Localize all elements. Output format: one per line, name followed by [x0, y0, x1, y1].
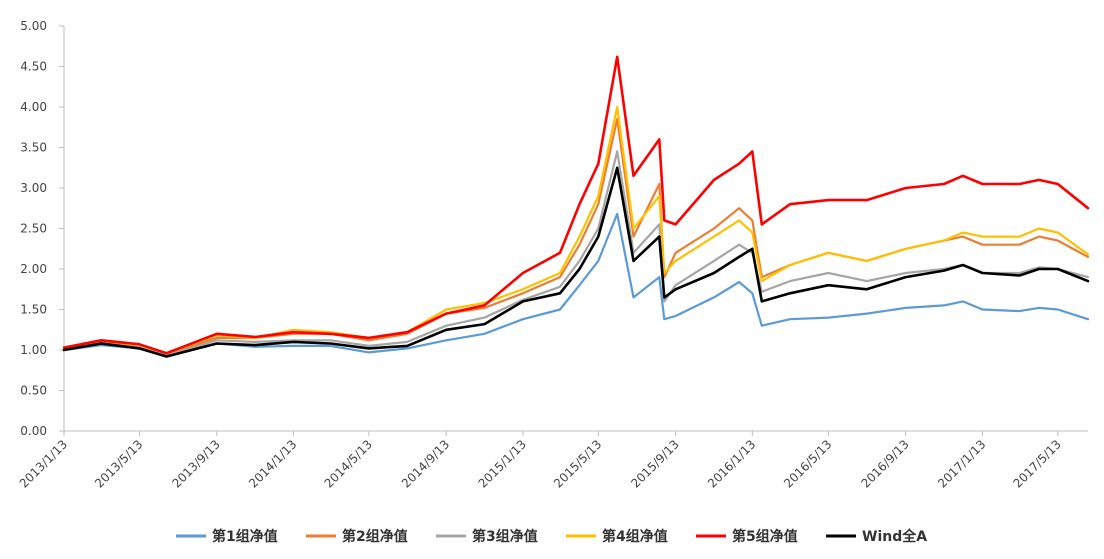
x-tick-label: 2015/9/13	[628, 437, 681, 490]
x-tick-label: 2015/1/13	[476, 437, 529, 490]
y-tick-label: 1.00	[20, 343, 47, 357]
y-tick-label: 4.00	[20, 100, 47, 114]
x-tick-label: 2016/9/13	[858, 437, 911, 490]
series-line-2	[62, 117, 1090, 356]
y-tick-label: 3.00	[20, 181, 47, 195]
series-layer	[62, 55, 1090, 358]
legend-item-4: 第4组净值	[566, 528, 668, 545]
x-tick-label: 2013/9/13	[169, 437, 222, 490]
legend-label: 第4组净值	[602, 528, 668, 545]
y-tick-label: 0.50	[20, 384, 47, 398]
series-line-4	[62, 105, 1090, 355]
x-tick-label: 2014/9/13	[399, 437, 452, 490]
legend-label: 第2组净值	[342, 528, 408, 545]
legend-label: 第5组净值	[732, 528, 798, 545]
x-tick-label: 2016/1/13	[705, 437, 758, 490]
x-tick-label: 2017/5/13	[1011, 437, 1064, 490]
legend-item-5: 第5组净值	[696, 528, 798, 545]
legend-item-3: 第3组净值	[436, 528, 538, 545]
series-line-3	[62, 150, 1090, 357]
y-tick-label: 5.00	[20, 19, 47, 33]
y-tick-label: 4.50	[20, 60, 47, 74]
y-tick-label: 1.50	[20, 303, 47, 317]
axes-layer: 0.00 0.50 1.00 1.50 2.00 2.50 3.00 3.50 4.00 4.50…	[17, 19, 1088, 491]
x-tick-label: 2013/1/13	[17, 437, 70, 490]
legend-item-2: 第2组净值	[306, 528, 408, 545]
legend: 第1组净值 第2组净值 第3组净值 第4组净值 第5组净值 Wind全A	[176, 528, 927, 545]
x-tick-label: 2015/5/13	[551, 437, 604, 490]
series-line-5	[62, 55, 1090, 355]
legend-item-6: Wind全A	[826, 528, 927, 545]
y-tick-label: 0.00	[20, 424, 47, 438]
y-tick-label: 3.50	[20, 141, 47, 155]
y-tick-label: 2.00	[20, 262, 47, 276]
x-tick-label: 2014/5/13	[322, 437, 375, 490]
series-line-6	[62, 166, 1090, 358]
x-tick-label: 2017/1/13	[935, 437, 988, 490]
x-tick-label: 2014/1/13	[246, 437, 299, 490]
series-line-1	[62, 212, 1090, 358]
legend-label: Wind全A	[862, 528, 927, 545]
legend-label: 第3组净值	[472, 528, 538, 545]
legend-label: 第1组净值	[212, 528, 278, 545]
x-tick-label: 2013/5/13	[92, 437, 145, 490]
x-tick-label: 2016/5/13	[781, 437, 834, 490]
legend-item-1: 第1组净值	[176, 528, 278, 545]
y-tick-label: 2.50	[20, 222, 47, 236]
